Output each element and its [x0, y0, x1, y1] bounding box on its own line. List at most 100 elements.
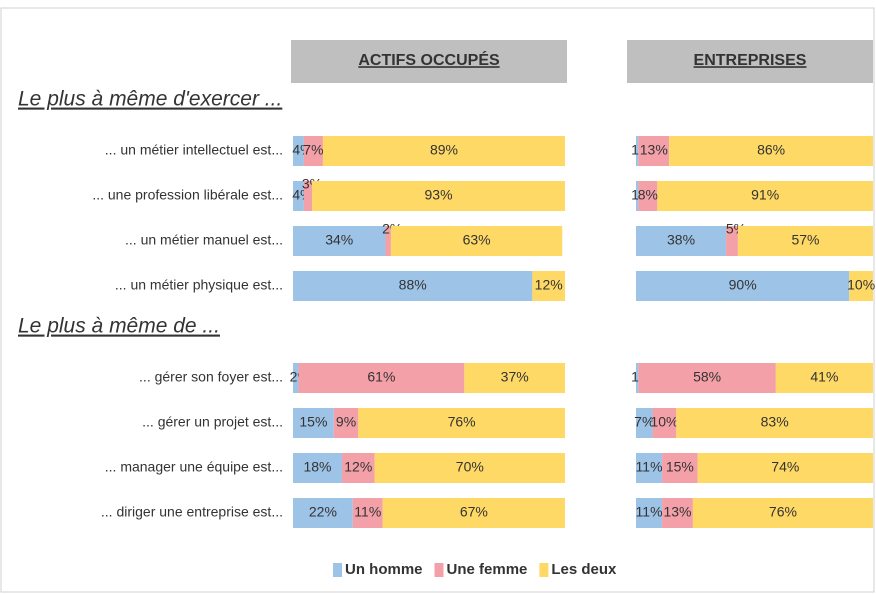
bar-segment — [636, 181, 639, 211]
bar-segment — [669, 136, 873, 166]
bar-segment — [322, 136, 565, 166]
bar-segment — [293, 136, 304, 166]
value-label: 76% — [769, 504, 797, 520]
bar-segment — [636, 363, 639, 393]
bar-segment — [293, 226, 386, 256]
category-label: ... une profession libérale est... — [92, 187, 283, 203]
panel-title: ACTIFS OCCUPÉS — [358, 50, 500, 69]
legend-label: Un homme — [345, 561, 423, 578]
bar-segment — [636, 453, 663, 483]
bar-segment — [293, 363, 299, 393]
value-label: 12% — [535, 277, 563, 293]
value-label: 37% — [501, 369, 529, 385]
value-label: 8% — [638, 187, 658, 203]
bar-segment — [636, 226, 727, 256]
value-label: 74% — [771, 459, 799, 475]
value-label: 7% — [303, 142, 323, 158]
value-label: 34% — [325, 232, 353, 248]
value-label: 13% — [663, 504, 691, 520]
bar-segment — [726, 226, 738, 256]
value-label: 63% — [463, 232, 491, 248]
bar-segment — [849, 271, 873, 301]
bar-segment — [676, 408, 873, 438]
value-label: 67% — [460, 504, 488, 520]
bar-segment — [636, 408, 653, 438]
bar-segment — [312, 181, 565, 211]
value-label: 88% — [399, 277, 427, 293]
value-label: 58% — [693, 369, 721, 385]
bar-segment — [638, 136, 670, 166]
legend-label: Les deux — [551, 561, 617, 578]
legend-label: Une femme — [447, 561, 528, 578]
bar-segment — [532, 271, 565, 301]
panel-title: ENTREPRISES — [694, 52, 807, 69]
category-label: ... diriger une entreprise est... — [101, 504, 283, 520]
legend-swatch — [434, 563, 444, 577]
value-label: 93% — [425, 187, 453, 203]
value-label: 86% — [757, 142, 785, 158]
frame — [0, 7, 875, 593]
category-label: ... un métier physique est... — [115, 277, 283, 293]
value-label: 10% — [650, 414, 678, 430]
group-label: Le plus à même de ... — [18, 315, 220, 338]
bar-segment — [382, 498, 565, 528]
value-label: 22% — [309, 504, 337, 520]
bar-segment — [662, 498, 693, 528]
bar-segment — [293, 181, 304, 211]
bar-segment — [737, 226, 873, 256]
value-label: 9% — [336, 414, 356, 430]
value-label: 57% — [791, 232, 819, 248]
value-label: 90% — [729, 277, 757, 293]
value-label: 18% — [303, 459, 331, 475]
value-label: 38% — [667, 232, 695, 248]
value-label: 89% — [430, 142, 458, 158]
bar-segment — [358, 408, 565, 438]
value-label: 61% — [367, 369, 395, 385]
value-label: 12% — [344, 459, 372, 475]
bar-segment — [293, 271, 533, 301]
value-label: 11% — [636, 504, 663, 520]
value-label: 10% — [847, 277, 875, 293]
panel-header — [291, 40, 567, 83]
value-label: 7% — [634, 414, 654, 430]
bar-segment — [652, 408, 677, 438]
bar-segment — [293, 498, 353, 528]
bar-segment — [636, 498, 663, 528]
category-label: ... gérer son foyer est... — [139, 369, 283, 385]
bar-segment — [692, 498, 873, 528]
bar-segment — [657, 181, 873, 211]
panel-header — [627, 40, 873, 83]
value-label: 15% — [666, 459, 694, 475]
bar-segment — [638, 181, 658, 211]
legend-swatch — [539, 563, 549, 577]
group-label: Le plus à même d'exercer ... — [18, 88, 282, 111]
bar-segment — [293, 408, 334, 438]
value-label: 11% — [354, 504, 381, 520]
value-label: 76% — [448, 414, 476, 430]
value-label: 11% — [636, 459, 663, 475]
bar-segment — [662, 453, 698, 483]
category-label: ... gérer un projet est... — [142, 414, 283, 430]
bar-segment — [333, 408, 359, 438]
bar-segment — [293, 453, 342, 483]
bar-segment — [390, 226, 563, 256]
bar-segment — [775, 363, 873, 393]
bar-segment — [298, 363, 465, 393]
value-label: 41% — [810, 369, 838, 385]
value-label: 70% — [456, 459, 484, 475]
bar-segment — [341, 453, 375, 483]
category-label: ... un métier intellectuel est... — [105, 142, 283, 158]
value-label: 83% — [761, 414, 789, 430]
bar-segment — [638, 363, 776, 393]
legend-swatch — [333, 563, 342, 577]
category-label: ... manager une équipe est... — [105, 459, 283, 475]
bar-segment — [374, 453, 565, 483]
bar-segment — [464, 363, 565, 393]
bar-segment — [303, 136, 323, 166]
bar-segment — [636, 136, 639, 166]
bar-segment — [385, 226, 391, 256]
bar-segment — [636, 271, 850, 301]
bar-segment — [352, 498, 383, 528]
value-label: 13% — [640, 142, 668, 158]
